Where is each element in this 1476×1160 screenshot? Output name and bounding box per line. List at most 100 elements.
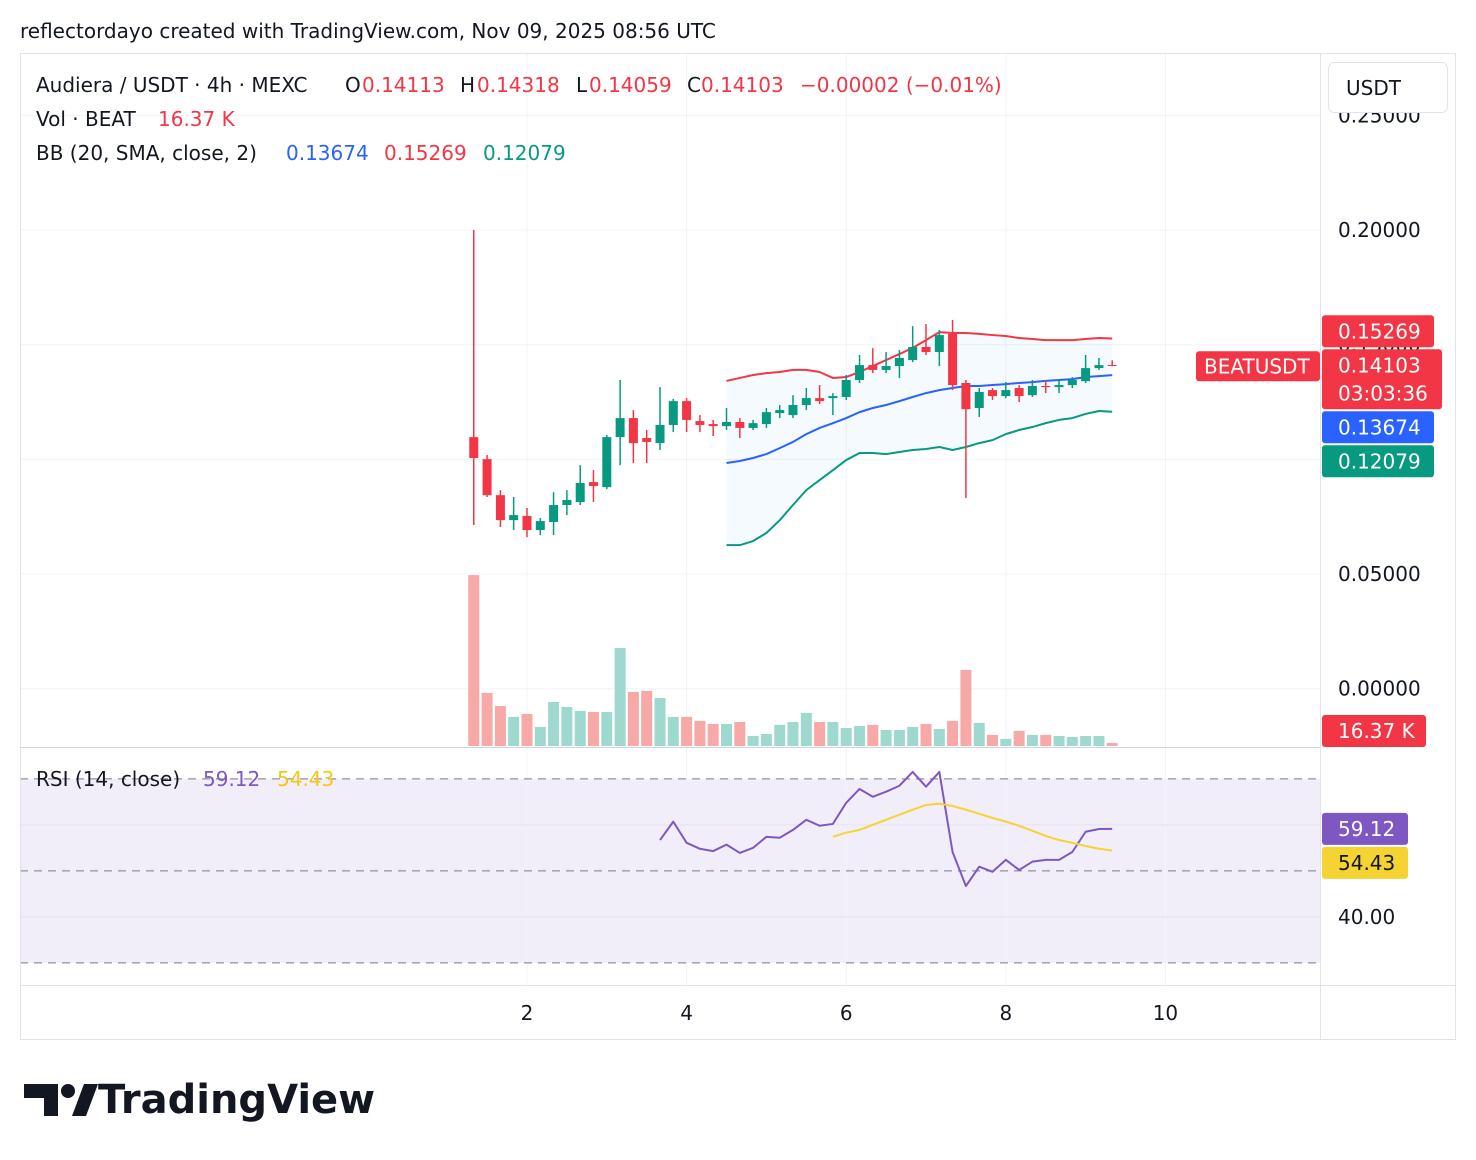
attribution: reflectordayo created with TradingView.c…: [20, 19, 716, 43]
candle-body: [708, 424, 718, 427]
volume-bar: [641, 690, 653, 746]
volume-bar: [574, 710, 586, 746]
volume-bar: [721, 724, 733, 746]
volume-bar: [508, 716, 520, 746]
logo-mark: [24, 1084, 58, 1116]
rsi-ma-value: 54.43: [277, 767, 334, 791]
rsi-badge: [1322, 812, 1408, 845]
currency-box[interactable]: USDT: [1328, 62, 1448, 113]
logo: TradingView: [24, 1077, 375, 1123]
lower-badge: [1322, 445, 1434, 478]
rsi-line: [832, 802, 1113, 852]
candle-body: [868, 365, 878, 370]
rsi-title: RSI (14, close): [36, 767, 180, 791]
volume-value: 16.37 K: [158, 107, 236, 131]
legend-rsi: RSI (14, close) 59.12 54.43: [36, 767, 334, 791]
symbol-badge: [1196, 351, 1320, 382]
currency-label: USDT: [1346, 76, 1402, 100]
volume-badge: [1322, 715, 1426, 747]
bands-fill: [726, 332, 1113, 546]
candle-body: [1054, 385, 1064, 388]
volume-bar: [973, 722, 985, 746]
volume-bar: [694, 720, 706, 746]
volume-bar: [534, 726, 546, 746]
candle-body: [1001, 390, 1011, 397]
candle-body: [562, 499, 572, 506]
candle-body: [855, 365, 865, 381]
upper-badge: [1322, 315, 1434, 348]
open-value: 0.14113: [362, 73, 445, 97]
candle-body: [695, 421, 705, 425]
candle-body: [815, 398, 825, 402]
rsi-badge-text: 54.43: [1338, 851, 1395, 875]
ohlc-letter: O: [345, 73, 361, 97]
legend-bands: BB (20, SMA, close, 2) 0.13674 0.15269 0…: [36, 141, 566, 165]
candle-body: [642, 438, 652, 442]
low-value: 0.14059: [589, 73, 672, 97]
volume-title: Vol · BEAT: [36, 107, 136, 131]
basis-badge: [1322, 411, 1434, 444]
logo-text: TradingView: [98, 1077, 375, 1123]
basis-badge-text: 0.13674: [1338, 415, 1421, 439]
volume-bar: [468, 575, 480, 746]
x-tick-label: 8: [999, 1001, 1012, 1025]
volume-bar: [614, 648, 626, 746]
volume-bar: [800, 712, 812, 746]
volume-bar: [1106, 743, 1118, 746]
bands-title: BB (20, SMA, close, 2): [36, 141, 257, 165]
volume-bar: [787, 722, 799, 746]
legend-main: Audiera / USDT · 4h · MEXC O 0.14113 H 0…: [36, 73, 1002, 97]
rsi-value: 59.12: [203, 767, 260, 791]
candle-body: [987, 390, 997, 397]
upper-badge-text: 0.15269: [1338, 319, 1421, 343]
candle-body: [735, 421, 745, 428]
upper-value: 0.15269: [384, 141, 467, 165]
candle-body: [509, 515, 519, 521]
ohlc-letter: L: [576, 73, 588, 97]
candle-body: [1027, 385, 1037, 396]
candle-body: [575, 482, 585, 503]
volume-bar: [760, 734, 772, 746]
candle-body: [1014, 388, 1024, 397]
volume-badge-text: 16.37 K: [1338, 719, 1416, 743]
candle-body: [682, 401, 692, 420]
change-value: −0.00002 (−0.01%): [800, 73, 1002, 97]
price-badge-text: 03:03:36: [1338, 381, 1428, 405]
volume-bar: [681, 716, 693, 746]
candle-body: [775, 410, 785, 414]
volume-bar: [827, 722, 839, 746]
candle-body: [921, 346, 931, 353]
x-tick-label: 4: [680, 1001, 693, 1025]
rsi-tick-label: 40.00: [1338, 905, 1395, 929]
volume-bar: [1053, 736, 1065, 746]
y-tick-label: 0.00000: [1338, 677, 1421, 701]
candle-body: [602, 437, 612, 488]
volume-bar: [1040, 734, 1052, 746]
candle-body: [655, 424, 665, 444]
symbol-badge-text: BEATUSDT: [1204, 354, 1310, 378]
rsi-badge-text: 59.12: [1338, 817, 1395, 841]
candle-body: [495, 495, 505, 521]
volume-bar: [627, 692, 639, 746]
lower-badge-text: 0.12079: [1338, 449, 1421, 473]
volume-bar: [601, 712, 613, 746]
candle-body: [881, 366, 891, 370]
candle-body: [801, 398, 811, 406]
candle-body: [668, 401, 678, 425]
volume-bar: [654, 698, 666, 746]
rsi-line: [659, 770, 1113, 888]
volume-bar: [880, 730, 892, 746]
volume-bar: [840, 728, 852, 746]
bands-line: [726, 409, 1113, 547]
volume-bar: [920, 724, 932, 746]
volume-bar: [734, 722, 746, 746]
symbol-title: Audiera / USDT · 4h · MEXC: [36, 73, 307, 97]
volume-bar: [814, 722, 826, 746]
candle-body: [535, 521, 545, 531]
plot-layer: [20, 54, 1320, 985]
candle-body: [828, 396, 838, 399]
volume-bar: [561, 706, 573, 746]
volume-bar: [933, 728, 945, 746]
y-tick-label: 0.20000: [1338, 218, 1421, 242]
